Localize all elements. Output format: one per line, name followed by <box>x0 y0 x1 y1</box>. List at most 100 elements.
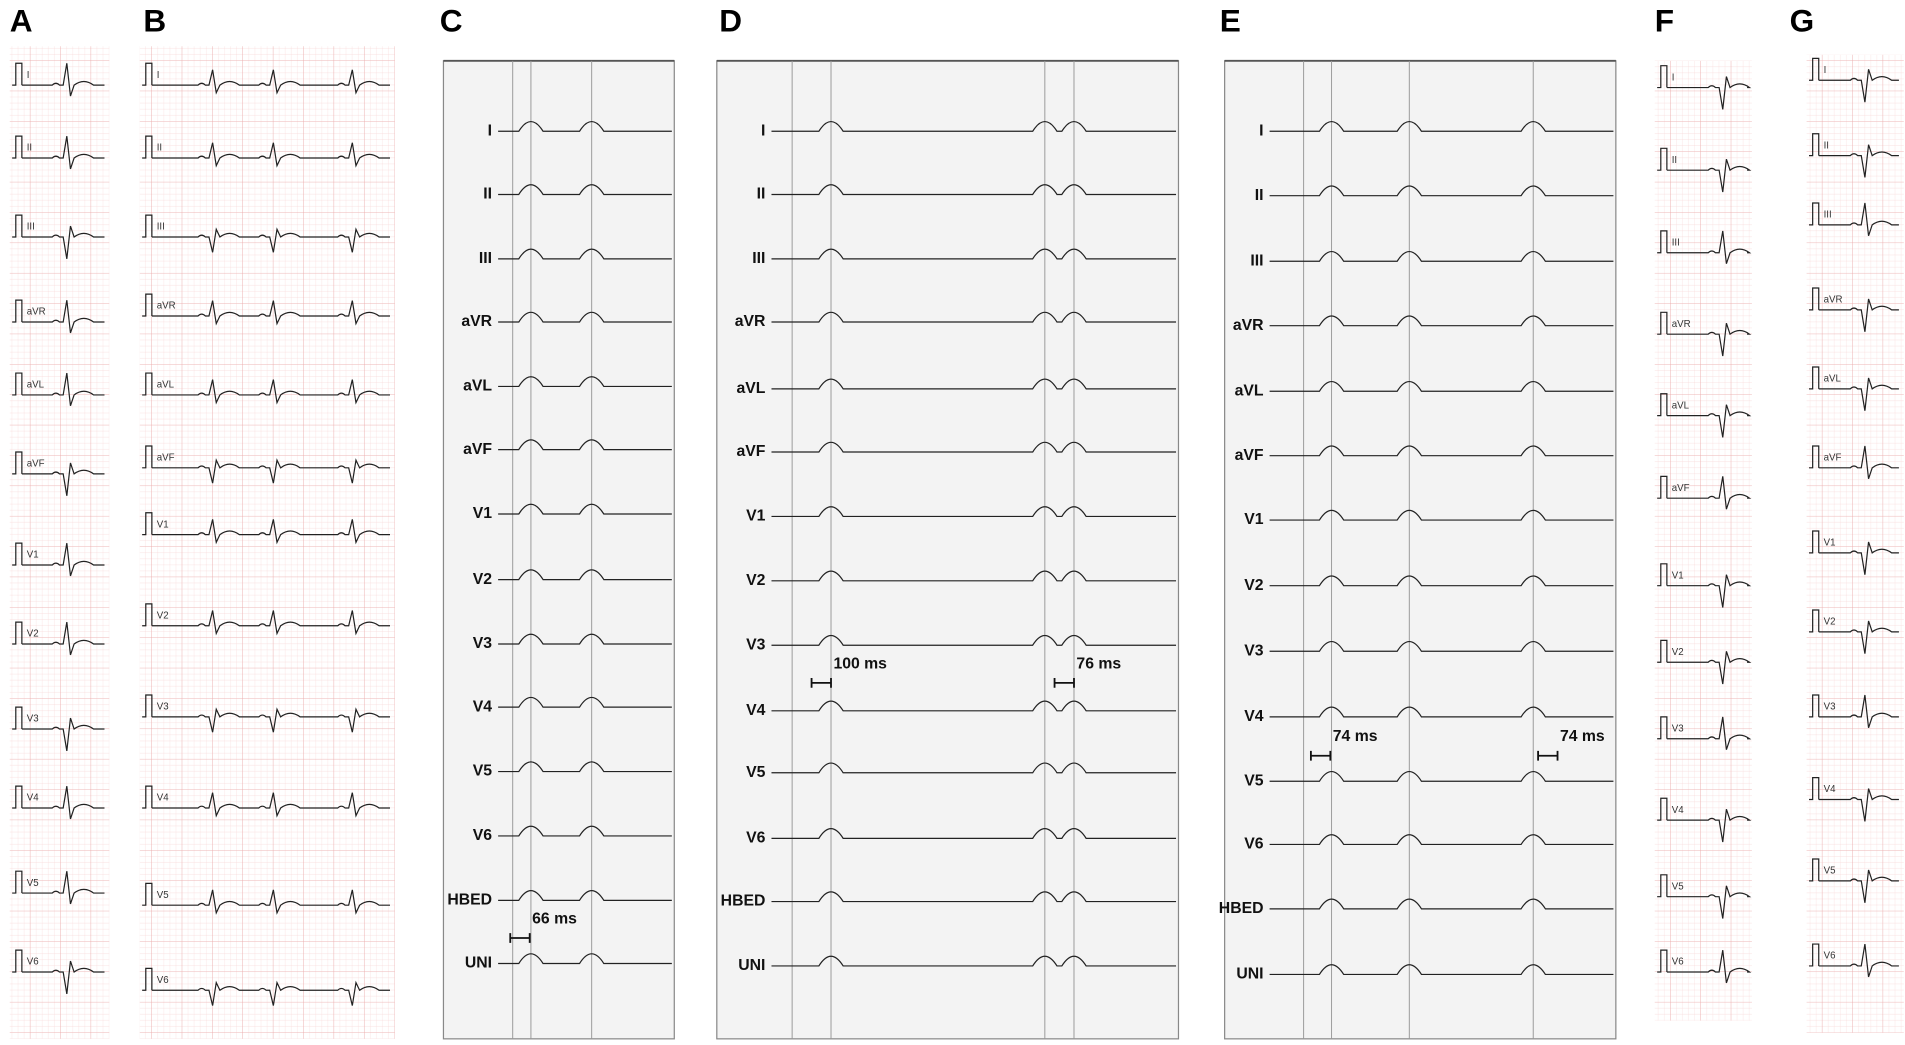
waveform <box>1666 885 1752 919</box>
calibration <box>1809 609 1820 633</box>
lead-label: I <box>1259 122 1263 139</box>
calibration <box>1657 65 1668 89</box>
waveform <box>21 717 105 752</box>
calibration <box>12 451 23 475</box>
calibration <box>142 512 153 536</box>
calibration <box>1657 874 1668 898</box>
calibration <box>1809 202 1820 226</box>
waveform <box>1666 809 1752 843</box>
lead-label: aVF <box>1824 453 1842 464</box>
lead-label: V5 <box>157 890 169 901</box>
waveform <box>1666 716 1752 750</box>
waveform <box>771 828 1177 839</box>
lead-label: aVL <box>463 378 492 395</box>
calibration <box>12 621 23 645</box>
waveform <box>1666 574 1752 608</box>
lead-label: V2 <box>1672 647 1684 658</box>
waveform <box>1269 834 1614 846</box>
waveform <box>1269 770 1614 782</box>
waveform <box>21 462 105 496</box>
calibration <box>142 694 153 718</box>
waveform <box>498 696 672 708</box>
lead-label: aVF <box>1672 483 1690 494</box>
calibration <box>1809 777 1820 801</box>
waveform <box>1818 377 1899 411</box>
interval-annotation: 100 ms <box>833 655 887 672</box>
lead-label: II <box>1824 140 1829 151</box>
calibration <box>142 785 153 809</box>
waveform <box>771 184 1177 196</box>
calibration <box>1657 563 1668 587</box>
waveform <box>1269 315 1614 327</box>
waveform <box>771 378 1177 390</box>
lead-label: aVR <box>157 301 176 312</box>
lead-label: aVR <box>1824 295 1843 306</box>
lead-label: HBED <box>447 892 492 909</box>
calibration <box>1657 716 1668 740</box>
lead-label: V4 <box>27 793 39 804</box>
waveform <box>498 953 672 965</box>
waveform <box>151 610 390 636</box>
lead-label: V5 <box>27 878 39 889</box>
lead-label: V6 <box>1672 957 1684 968</box>
waveform <box>151 889 390 915</box>
calibration <box>142 967 153 991</box>
lead-label: V4 <box>1672 805 1684 816</box>
lead-label: II <box>1255 187 1264 204</box>
waveform <box>21 960 105 994</box>
calibration <box>1809 133 1820 157</box>
lead-label: II <box>483 186 492 203</box>
waveform <box>21 622 105 656</box>
lead-label: HBED <box>1219 900 1264 917</box>
lead-label: aVR <box>735 313 766 330</box>
lead-label: V2 <box>1824 617 1836 628</box>
waveform <box>498 439 672 451</box>
lead-label: aVF <box>1235 447 1264 464</box>
calibration <box>12 299 23 323</box>
lead-label: II <box>1672 155 1677 166</box>
lead-label: aVR <box>1233 317 1264 334</box>
calibration <box>142 372 153 396</box>
lead-label: I <box>1672 72 1675 83</box>
lead-label: V1 <box>1824 538 1836 549</box>
waveform <box>151 69 390 95</box>
waveform <box>771 441 1177 453</box>
waveform <box>1269 509 1614 521</box>
calibration <box>1809 530 1820 554</box>
lead-label: II <box>157 143 162 154</box>
lead-label: V6 <box>1244 836 1264 853</box>
lead-label: V2 <box>1244 577 1264 594</box>
interval-caliper <box>1309 750 1332 761</box>
waveform <box>1269 706 1614 718</box>
lead-label: V4 <box>473 698 493 715</box>
waveform <box>498 890 672 901</box>
calibration <box>1809 445 1820 469</box>
calibration <box>12 214 23 238</box>
lead-label: V1 <box>473 505 493 522</box>
waveform <box>1269 380 1614 392</box>
ecg-grid <box>1654 60 1752 1021</box>
lead-label: V1 <box>27 550 39 561</box>
lead-label: I <box>1824 65 1827 76</box>
waveform <box>21 136 105 170</box>
lead-label: III <box>157 222 165 233</box>
lead-label: V4 <box>1244 708 1264 725</box>
waveform <box>1269 964 1614 976</box>
waveform <box>1818 869 1899 903</box>
ep-background <box>716 60 1180 1040</box>
calibration <box>142 445 153 469</box>
lead-label: aVL <box>736 380 765 397</box>
lead-label: aVL <box>157 380 175 391</box>
waveform <box>1818 788 1899 822</box>
ecg-grid <box>9 46 110 1039</box>
waveform <box>498 120 672 132</box>
calibration <box>142 62 153 86</box>
lead-label: HBED <box>721 893 766 910</box>
waveform <box>151 519 390 545</box>
lead-label: V5 <box>473 763 493 780</box>
waveform <box>771 700 1177 712</box>
lead-label: III <box>27 222 35 233</box>
lead-label: V2 <box>157 610 169 621</box>
lead-label: V4 <box>157 793 169 804</box>
